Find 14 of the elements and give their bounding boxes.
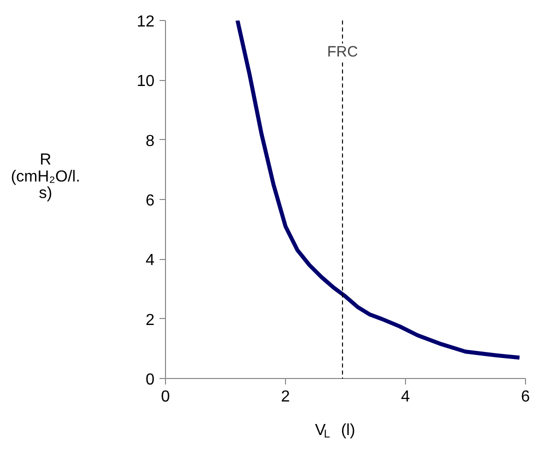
ref-line-label: FRC — [327, 44, 358, 60]
y-tick-label: 10 — [136, 73, 155, 90]
y-tick-label: 4 — [146, 252, 155, 270]
line-series — [236, 20, 522, 360]
y-axis-title: R (cmH₂O/l. s) — [10, 152, 80, 202]
x-tick-label: 0 — [161, 388, 170, 406]
y-tick-label: 2 — [146, 312, 155, 329]
y-tick-label: 0 — [146, 372, 155, 388]
y-tick-label: 8 — [146, 132, 155, 150]
y-tick-label: 6 — [146, 192, 155, 210]
x-tick-label: 4 — [401, 388, 410, 406]
x-tick-label: 6 — [521, 388, 530, 406]
x-tick-label: 2 — [281, 388, 290, 406]
y-tick-label: 12 — [136, 14, 155, 30]
